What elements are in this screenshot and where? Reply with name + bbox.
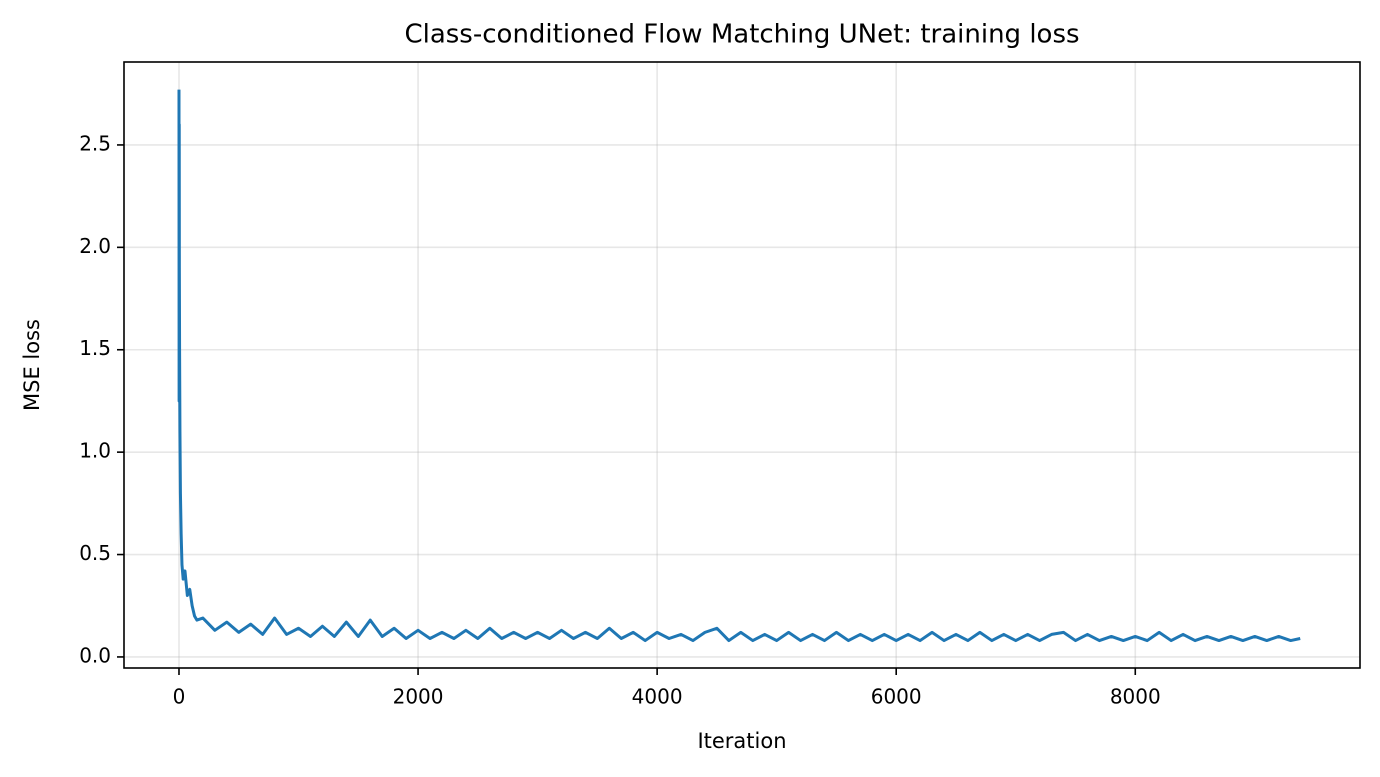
x-tick-label: 2000	[393, 685, 444, 709]
y-axis-label: MSE loss	[20, 319, 44, 411]
y-tick-label: 1.5	[79, 336, 111, 360]
x-tick-label: 8000	[1110, 685, 1161, 709]
loss-line	[177, 89, 1301, 643]
chart-title: Class-conditioned Flow Matching UNet: tr…	[404, 20, 1079, 50]
x-tick-label: 4000	[632, 685, 683, 709]
y-tick-label: 2.0	[79, 234, 111, 258]
y-tick-label: 0.5	[79, 541, 111, 565]
y-tick-label: 1.0	[79, 439, 111, 463]
x-tick-label: 6000	[871, 685, 922, 709]
x-tick-label: 0	[173, 685, 186, 709]
y-tick-label: 0.0	[79, 643, 111, 667]
x-axis-label: Iteration	[697, 729, 786, 753]
y-tick-label: 2.5	[79, 131, 111, 155]
plot-frame	[123, 61, 1361, 669]
